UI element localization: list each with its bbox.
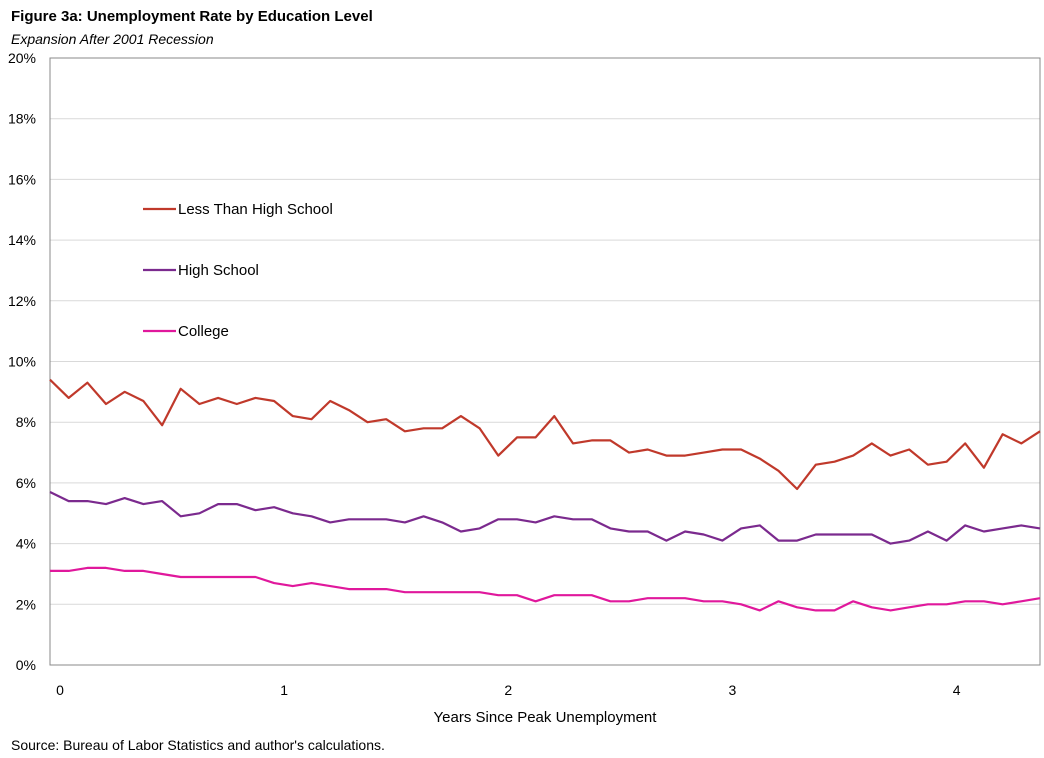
legend-label: College <box>178 323 229 340</box>
y-tick-label: 4% <box>16 536 36 552</box>
y-tick-label: 18% <box>8 111 36 127</box>
x-tick-label: 1 <box>280 682 288 698</box>
y-tick-label: 16% <box>8 171 36 187</box>
legend-label: Less Than High School <box>178 201 333 218</box>
series-line-1 <box>49 491 1041 545</box>
y-tick-label: 14% <box>8 232 36 248</box>
chart-title: Figure 3a: Unemployment Rate by Educatio… <box>11 8 373 25</box>
source-note: Source: Bureau of Labor Statistics and a… <box>11 737 385 753</box>
plot-area <box>49 57 1041 666</box>
y-tick-label: 6% <box>16 475 36 491</box>
x-tick-label: 3 <box>729 682 737 698</box>
y-tick-label: 8% <box>16 414 36 430</box>
y-axis: 0% 2% 4% 6% 8% 10% 12% 14% 16% 18% 20% <box>8 50 36 673</box>
y-tick-label: 20% <box>8 50 36 66</box>
x-tick-label: 4 <box>953 682 961 698</box>
gridlines <box>50 118 1040 605</box>
x-axis: 0 1 2 3 4 <box>56 682 961 698</box>
legend-label: High School <box>178 262 259 279</box>
series-line-0 <box>49 378 1041 491</box>
series-lines <box>49 378 1041 612</box>
y-tick-label: 10% <box>8 354 36 370</box>
chart-subtitle: Expansion After 2001 Recession <box>11 31 214 47</box>
x-tick-label: 0 <box>56 682 64 698</box>
legend: Less Than High School High School College <box>143 201 333 340</box>
series-line-2 <box>50 566 1041 612</box>
y-tick-label: 12% <box>8 293 36 309</box>
y-tick-label: 2% <box>16 596 36 612</box>
x-axis-title: Years Since Peak Unemployment <box>434 709 658 726</box>
x-tick-label: 2 <box>504 682 512 698</box>
y-tick-label: 0% <box>16 657 36 673</box>
